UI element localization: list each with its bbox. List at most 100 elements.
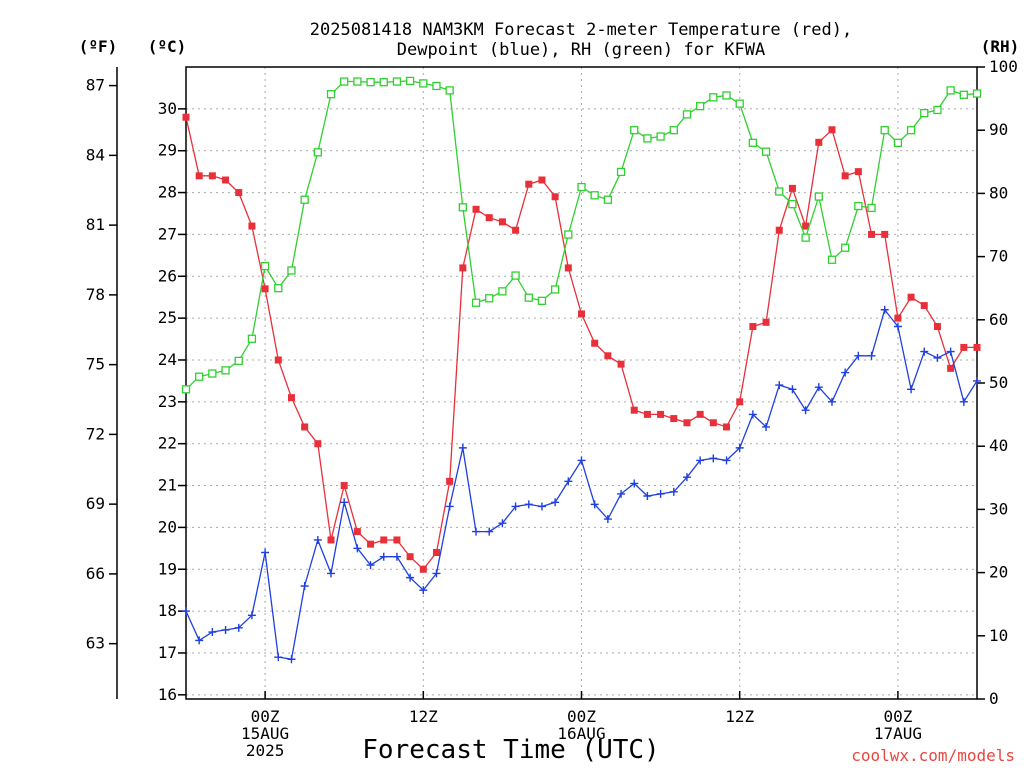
dewpoint-point [973, 376, 981, 385]
temperature-point [406, 553, 414, 561]
rh-point [419, 79, 428, 88]
temperature-point [802, 222, 810, 230]
rh-point [656, 132, 665, 141]
rh-point [208, 369, 217, 378]
rh-point [564, 230, 573, 239]
rh-point [775, 187, 784, 196]
temperature-point [314, 440, 322, 448]
dewpoint-point [353, 544, 362, 553]
temperature-point [380, 536, 388, 544]
temperature-point [670, 415, 678, 423]
rh-point [920, 108, 929, 118]
fahrenheit-tick-label: 87 [86, 76, 105, 95]
temperature-point [657, 410, 665, 418]
temperature-point [854, 168, 862, 176]
x-tick-label: 2025 [246, 741, 285, 760]
temperature-point [498, 218, 506, 226]
dewpoint-point [709, 454, 718, 463]
dewpoint-point [234, 623, 243, 632]
rh-point [287, 266, 296, 275]
celsius-tick-label: 27 [158, 224, 177, 243]
temperature-point [564, 264, 572, 272]
rh-point [854, 201, 863, 211]
temperature-point [419, 565, 427, 573]
temperature-point [182, 113, 190, 121]
credit-text: coolwx.com/models [851, 746, 1015, 765]
rh-tick-label: 50 [989, 373, 1008, 392]
fahrenheit-tick-label: 75 [86, 355, 105, 374]
rh-point [893, 138, 903, 147]
temperature-point [525, 180, 533, 188]
rh-point [841, 243, 850, 252]
dewpoint-point [775, 381, 784, 390]
rh-point [788, 199, 797, 209]
dewpoint-point [195, 636, 204, 645]
x-tick-label: 12Z [409, 707, 438, 726]
dewpoint-point [814, 383, 823, 392]
rh-point [972, 89, 982, 98]
dewpoint-point [880, 305, 889, 314]
temperature-point [920, 302, 928, 310]
x-tick-label: 17AUG [874, 724, 922, 743]
rh-point [550, 285, 560, 294]
dewpoint-point [762, 422, 771, 431]
rh-point [392, 77, 402, 86]
dewpoint-point [274, 653, 283, 662]
dewpoint-point [221, 625, 230, 634]
temperature-point [696, 410, 704, 418]
fahrenheit-tick-label: 63 [86, 634, 105, 653]
dewpoint-point [472, 527, 481, 536]
rh-point [234, 356, 243, 366]
temperature-point [881, 230, 889, 238]
dewpoint-point [577, 456, 586, 465]
dewpoint-point [208, 628, 217, 637]
dewpoint-point [524, 500, 533, 509]
temperature-point [841, 172, 849, 180]
rh-point [814, 192, 823, 201]
dewpoint-point [458, 443, 467, 452]
rh-point [326, 90, 336, 99]
celsius-tick-label: 20 [158, 517, 177, 536]
rh-point [300, 195, 309, 204]
temperature-point [446, 477, 454, 485]
dewpoint-point [313, 535, 322, 544]
dewpoint-point [485, 527, 494, 536]
dewpoint-point [630, 479, 639, 488]
rh-point [458, 203, 468, 212]
rh-tick-label: 60 [989, 310, 1008, 329]
temperature-point [736, 398, 744, 406]
rh-point [748, 138, 758, 147]
fahrenheit-unit-label: (ºF) [79, 37, 118, 56]
dewpoint-point [669, 487, 678, 496]
rh-point [722, 91, 731, 100]
temperature-point [301, 423, 309, 431]
dewpoint-point [801, 406, 810, 415]
temperature-point [604, 352, 612, 360]
dewpoint-point [854, 351, 863, 360]
x-tick-label: 16AUG [557, 724, 605, 743]
dewpoint-point [735, 443, 744, 452]
temperature-point [287, 394, 295, 402]
dewpoint-point [432, 569, 441, 578]
rh-point [221, 366, 230, 375]
x-tick-label: 15AUG [241, 724, 289, 743]
temperature-point [208, 172, 216, 180]
dewpoint-point [379, 552, 388, 561]
rh-point [577, 182, 586, 192]
temperature-point [195, 172, 203, 180]
dewpoint-point [656, 489, 665, 498]
dewpoint-point [287, 655, 296, 664]
dewpoint-point [841, 368, 850, 377]
rh-point [379, 78, 388, 87]
dewpoint-point [340, 498, 349, 507]
rh-point [616, 167, 626, 177]
temperature-point [485, 214, 493, 222]
temperature-point [472, 205, 480, 213]
rh-tick-label: 100 [989, 57, 1018, 76]
rh-tick-label: 0 [989, 689, 999, 708]
dewpoint-point [247, 611, 256, 620]
chart-title-line-1: 2025081418 NAM3KM Forecast 2-meter Tempe… [310, 20, 852, 40]
temperature-point [788, 184, 796, 192]
rh-tick-label: 10 [989, 626, 1008, 645]
